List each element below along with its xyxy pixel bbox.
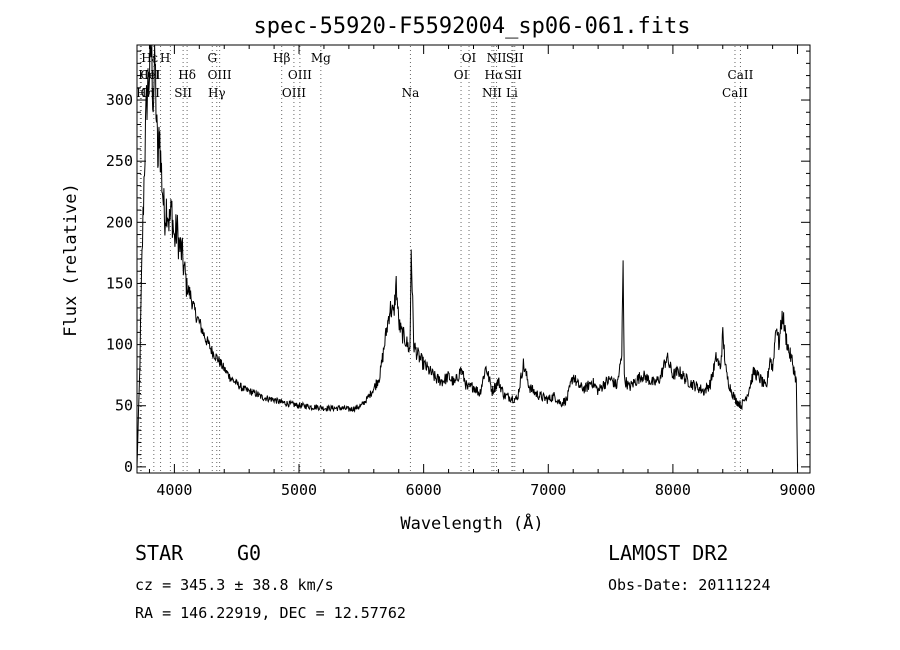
survey-name: LAMOST DR2 [608, 541, 729, 565]
marker-label: Na [402, 86, 420, 100]
marker-label: CaII [728, 68, 754, 82]
marker-label: OI [454, 68, 469, 82]
marker-label: Li [506, 86, 518, 100]
x-tick-label: 7000 [530, 481, 566, 499]
marker-label: OIII [288, 68, 312, 82]
y-tick-label: 200 [106, 213, 133, 231]
marker-label: Hδ [178, 68, 196, 82]
marker-label: G [207, 51, 217, 65]
redshift-velocity: cz = 345.3 ± 38.8 km/s [135, 576, 334, 594]
observation-date: Obs-Date: 20111224 [608, 576, 771, 594]
marker-label: SII [504, 68, 522, 82]
marker-label: OII [140, 68, 160, 82]
marker-label: OIII [208, 68, 232, 82]
coordinates: RA = 146.22919, DEC = 12.57762 [135, 604, 406, 622]
spectral-subclass: G0 [237, 541, 262, 565]
x-tick-label: 9000 [779, 481, 815, 499]
y-tick-label: 100 [106, 336, 133, 354]
y-axis-label: Flux (relative) [61, 183, 81, 337]
marker-label: H [160, 51, 170, 65]
marker-label: CaII [722, 86, 748, 100]
marker-label: OIII [282, 86, 306, 100]
y-tick-label: 0 [124, 458, 133, 476]
marker-label: OI [462, 51, 477, 65]
marker-label: Hβ [273, 51, 290, 65]
plot-frame [136, 44, 811, 474]
marker-label: Hγ [208, 86, 226, 100]
marker-label: Mg [311, 51, 331, 65]
object-class: STAR [135, 541, 184, 565]
x-tick-label: 4000 [156, 481, 192, 499]
x-axis-label: Wavelength (Å) [400, 512, 543, 534]
y-tick-label: 150 [106, 274, 133, 292]
marker-label: NII [482, 86, 502, 100]
spectrum-line [136, 44, 798, 467]
y-tick-label: 250 [106, 152, 133, 170]
axis-ticks: 4000 5000 6000 7000 8000 9000 0 50 100 150 200 250 3… [106, 45, 816, 499]
y-tick-label: 50 [115, 397, 133, 415]
marker-label: NII [487, 51, 507, 65]
marker-label: Hα [485, 68, 504, 82]
marker-label: SII [174, 86, 192, 100]
marker-label: SII [506, 51, 524, 65]
y-tick-label: 300 [106, 91, 133, 109]
chart-title: spec-55920-F5592004_sp06-061.fits [253, 14, 690, 39]
x-tick-label: 6000 [406, 481, 442, 499]
x-tick-label: 8000 [655, 481, 691, 499]
line-markers: HεOIIOIIHηHeIHHδSIIGOIIIHγHβOIIIOIIIMgNa… [136, 46, 754, 472]
x-tick-label: 5000 [281, 481, 317, 499]
